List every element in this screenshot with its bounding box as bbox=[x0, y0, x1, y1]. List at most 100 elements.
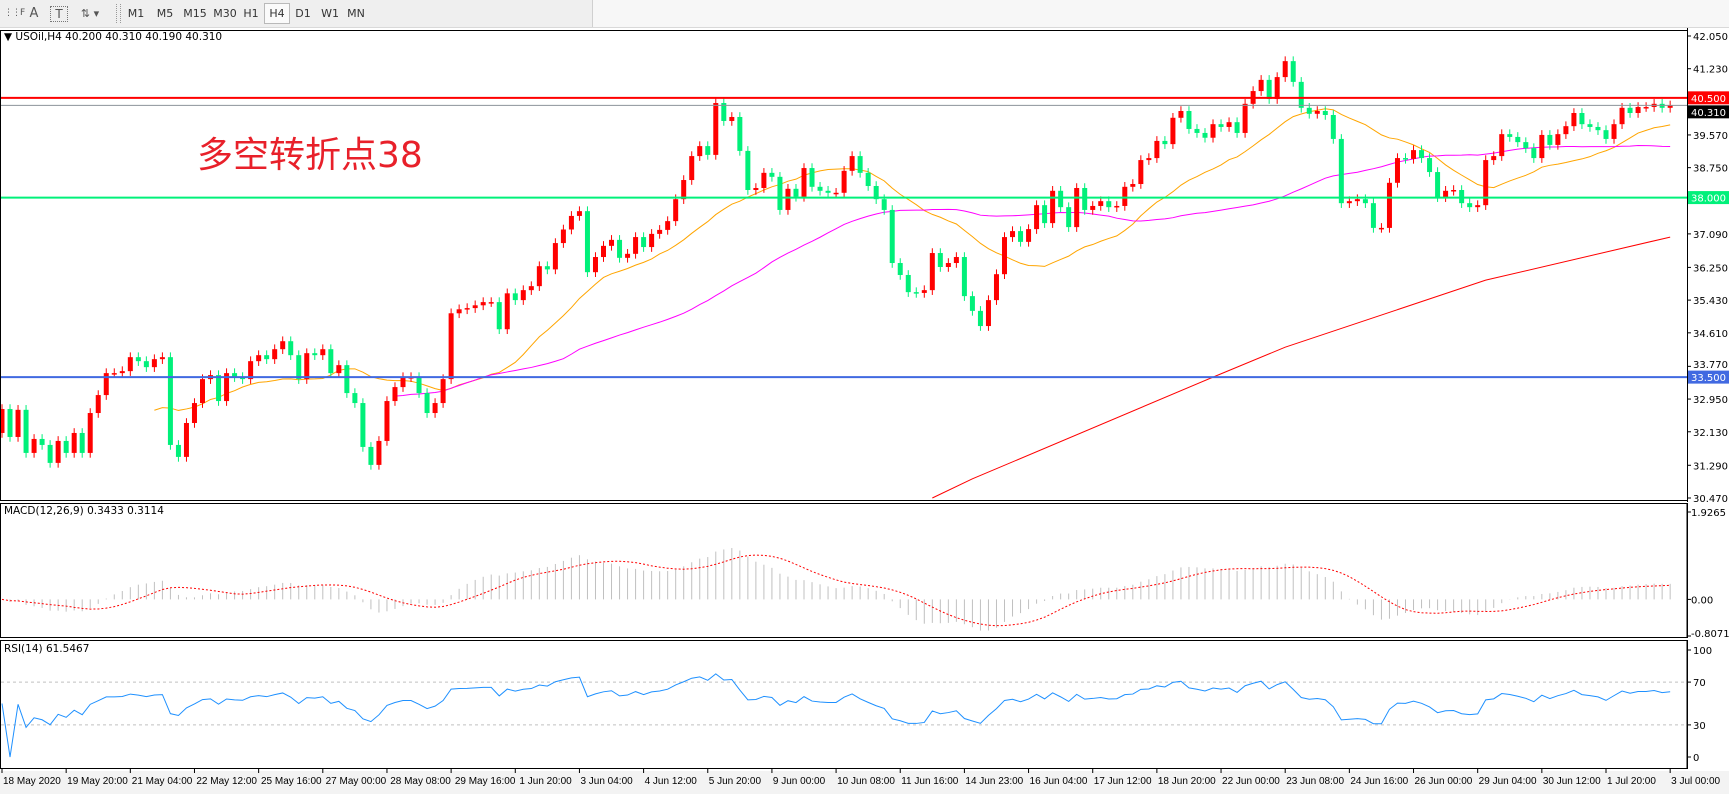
candle bbox=[488, 297, 494, 307]
timeframe-w1[interactable]: W1 bbox=[321, 7, 339, 20]
text-label-tool-icon[interactable]: T bbox=[50, 6, 68, 22]
candle-body bbox=[1403, 158, 1408, 160]
timeframe-mn[interactable]: MN bbox=[347, 7, 365, 20]
candle-body bbox=[400, 377, 406, 388]
macd-tick-label: 1.9265 bbox=[1691, 508, 1726, 519]
candle bbox=[1467, 198, 1473, 212]
candle bbox=[576, 206, 582, 221]
candle bbox=[1002, 232, 1007, 279]
candle-body bbox=[825, 190, 831, 193]
candle bbox=[568, 211, 574, 235]
candle-body bbox=[1547, 134, 1553, 145]
candle bbox=[1258, 75, 1264, 96]
timeframe-h1[interactable]: H1 bbox=[243, 7, 259, 20]
candle bbox=[55, 436, 61, 468]
text-tool-icon[interactable]: A bbox=[29, 6, 39, 21]
candle bbox=[264, 350, 270, 364]
price-tick-label: 38.750 bbox=[1693, 164, 1728, 175]
candle-body bbox=[1050, 190, 1056, 224]
candle-body bbox=[328, 349, 334, 374]
time-tick-label: 3 Jun 04:00 bbox=[580, 776, 633, 787]
candle-body bbox=[1411, 150, 1417, 159]
candle-body bbox=[1627, 107, 1633, 113]
candle bbox=[400, 372, 406, 392]
time-tick-label: 30 Jun 12:00 bbox=[1543, 776, 1601, 787]
candle bbox=[296, 350, 302, 384]
candle-body bbox=[1282, 61, 1288, 78]
candle-body bbox=[472, 305, 478, 309]
chart-annotation-text[interactable]: 多空转折点38 bbox=[197, 135, 423, 176]
candle bbox=[480, 297, 486, 311]
candle-body bbox=[504, 293, 510, 330]
candle-body bbox=[1619, 107, 1625, 125]
candle bbox=[1146, 153, 1152, 165]
candle bbox=[1394, 153, 1400, 188]
time-tick-label: 19 May 20:00 bbox=[67, 776, 128, 787]
candle-body bbox=[1130, 184, 1136, 187]
candle bbox=[1443, 186, 1449, 202]
time-tick-label: 1 Jun 20:00 bbox=[519, 776, 572, 787]
candle-body bbox=[801, 168, 807, 197]
timeframe-m5[interactable]: M5 bbox=[156, 7, 174, 20]
candle-body bbox=[1603, 130, 1609, 139]
candle bbox=[256, 350, 262, 366]
time-tick-label: 25 May 16:00 bbox=[261, 776, 322, 787]
chart-menu-triangle-icon[interactable]: ▼ bbox=[4, 31, 13, 43]
candle bbox=[592, 252, 598, 277]
candle bbox=[769, 168, 775, 182]
candle-body bbox=[175, 444, 181, 457]
price-tick-label: 32.950 bbox=[1693, 395, 1728, 406]
time-tick-label: 17 Jun 12:00 bbox=[1094, 776, 1152, 787]
macd-signal-line bbox=[1, 554, 1671, 627]
candle-body bbox=[809, 168, 815, 187]
arrows-dropdown-icon[interactable]: ⇅ ▾ bbox=[80, 7, 100, 20]
price-tick-label: 35.430 bbox=[1693, 296, 1728, 307]
candle-body bbox=[1042, 205, 1048, 224]
candle bbox=[929, 248, 935, 295]
candle bbox=[825, 186, 831, 198]
time-tick-label: 18 May 2020 bbox=[3, 776, 61, 787]
candle bbox=[969, 291, 975, 316]
candle bbox=[1234, 117, 1240, 138]
candle-body bbox=[753, 188, 759, 190]
candle bbox=[1290, 56, 1296, 87]
candle bbox=[601, 241, 606, 262]
candle-body bbox=[881, 199, 887, 210]
candle-body bbox=[568, 215, 574, 230]
candle-body bbox=[272, 349, 278, 360]
timeframe-m30[interactable]: M30 bbox=[213, 7, 237, 20]
candle bbox=[985, 295, 991, 331]
timeframe-m1[interactable]: M1 bbox=[127, 7, 145, 20]
candle bbox=[560, 224, 566, 248]
candle bbox=[1667, 100, 1673, 113]
candle bbox=[897, 258, 903, 280]
candle bbox=[617, 235, 623, 263]
price-tick-label: 30.470 bbox=[1693, 494, 1728, 505]
candle bbox=[1354, 194, 1360, 206]
candle-body bbox=[1306, 107, 1312, 114]
period-separator-grid-icon[interactable]: ⋮⋮F bbox=[4, 8, 25, 18]
candle bbox=[625, 249, 631, 263]
candle-body bbox=[1338, 138, 1344, 204]
candle bbox=[15, 405, 21, 442]
candle-body bbox=[47, 444, 53, 463]
timeframe-m15[interactable]: M15 bbox=[183, 7, 207, 20]
candle-body bbox=[1234, 122, 1240, 133]
candle bbox=[1218, 119, 1224, 132]
timeframe-d1[interactable]: D1 bbox=[295, 7, 311, 20]
time-tick-label: 14 Jun 23:00 bbox=[965, 776, 1023, 787]
toolbar: ⋮⋮F A T ⇅ ▾ M1 M5 M15 M30 H1 H4 D1 W1 MN bbox=[0, 0, 1729, 28]
candle bbox=[312, 348, 318, 360]
candle bbox=[1571, 108, 1577, 131]
price-tick-label: 33.770 bbox=[1693, 360, 1728, 371]
candle bbox=[536, 261, 542, 291]
candle bbox=[23, 405, 29, 458]
candle-body bbox=[873, 186, 879, 200]
candle-body bbox=[729, 116, 735, 121]
moving-average-line-2 bbox=[394, 145, 1671, 397]
price-tick-label: 31.290 bbox=[1693, 461, 1728, 472]
timeframe-h4[interactable]: H4 bbox=[264, 3, 290, 24]
candle-body bbox=[544, 266, 550, 270]
candle-body bbox=[1595, 126, 1601, 131]
